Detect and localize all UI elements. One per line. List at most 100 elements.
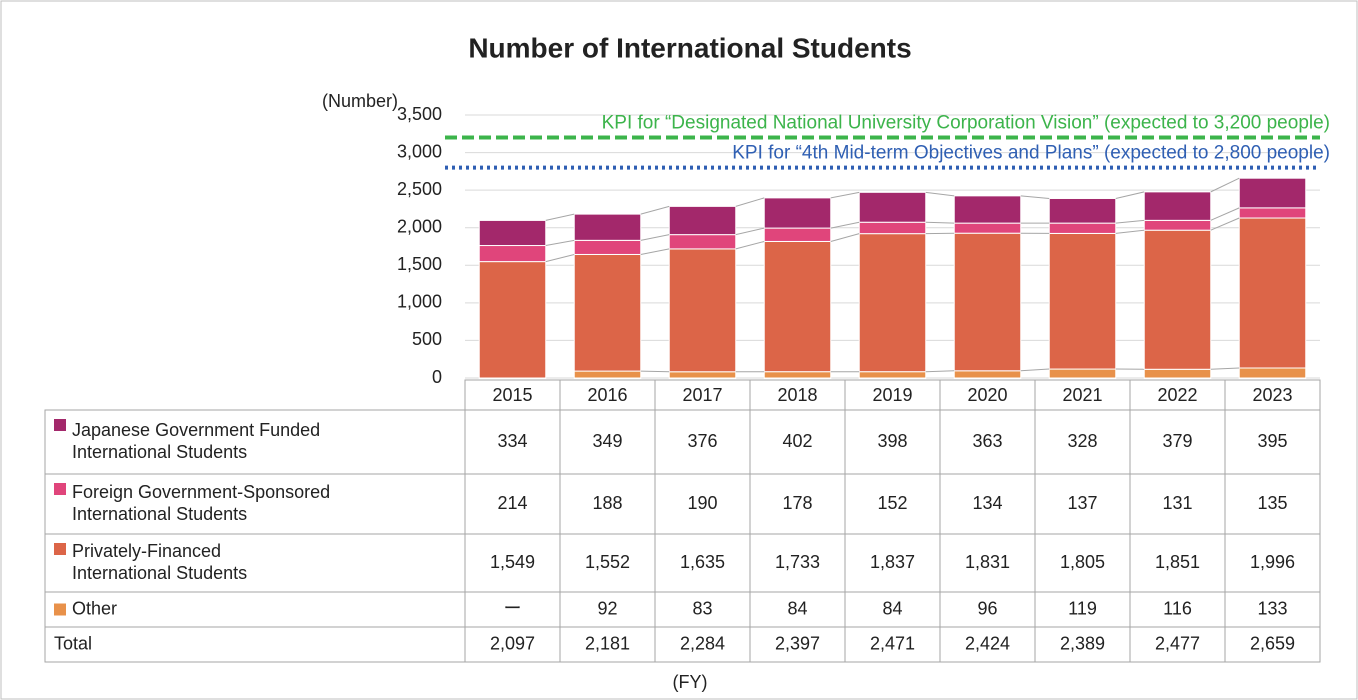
table-value: 2,471 <box>870 633 915 653</box>
table-value: 379 <box>1162 431 1192 451</box>
bar-segment <box>1048 197 1117 224</box>
table-value: 135 <box>1257 493 1287 513</box>
y-tick-label: 1,500 <box>397 254 442 274</box>
row-label: Total <box>54 633 92 653</box>
table-value: 92 <box>597 598 617 618</box>
table-value: 2,181 <box>585 633 630 653</box>
table-value: 1,996 <box>1250 552 1295 572</box>
bar-segment <box>1143 229 1212 370</box>
connector <box>640 248 670 255</box>
bar-segment <box>763 240 832 373</box>
row-label: Japanese Government Funded International… <box>72 420 325 462</box>
bar-segment <box>478 261 547 379</box>
bar-segment <box>668 248 737 373</box>
x-tick-label: 2016 <box>587 385 627 405</box>
bar-segment <box>1238 367 1307 379</box>
table-value: 2,284 <box>680 633 725 653</box>
table-value: 116 <box>1163 598 1192 618</box>
bar-segment <box>858 191 927 223</box>
bar-segment <box>668 205 737 236</box>
connector <box>545 239 575 247</box>
table-value: 84 <box>787 598 807 618</box>
table-value: 398 <box>877 431 907 451</box>
bar-segment <box>953 232 1022 372</box>
table-row <box>44 591 1321 628</box>
bar-segment <box>1048 368 1117 379</box>
connector <box>1115 229 1145 234</box>
table-value: 349 <box>592 431 622 451</box>
x-tick-label: 2021 <box>1062 385 1102 405</box>
table-value: 1,635 <box>680 552 725 572</box>
bar-segment <box>1048 232 1117 370</box>
table-value: 131 <box>1162 493 1192 513</box>
table-value: 395 <box>1257 431 1287 451</box>
table-value: 2,397 <box>775 633 820 653</box>
legend-swatch <box>54 603 66 616</box>
table-value: 83 <box>692 598 712 618</box>
connector <box>1020 368 1050 372</box>
table-value: 137 <box>1067 493 1097 513</box>
table-value: 188 <box>592 493 622 513</box>
table-value: 152 <box>877 493 907 513</box>
legend-swatch <box>54 419 66 431</box>
table-value: 133 <box>1257 598 1287 618</box>
connector <box>545 253 575 263</box>
y-tick-label: 2,500 <box>397 179 442 199</box>
table-value: 119 <box>1068 598 1097 618</box>
connector <box>830 221 860 229</box>
connector <box>1115 219 1145 224</box>
bar-segment <box>573 253 642 372</box>
bar-segment <box>573 213 642 241</box>
table-value: 1,552 <box>585 552 630 572</box>
bar-segment <box>953 370 1022 379</box>
table-value: 1,837 <box>870 552 915 572</box>
table-value: 134 <box>972 493 1002 513</box>
bar-segment <box>858 221 927 235</box>
legend-swatch <box>54 483 66 495</box>
table-value: 1,805 <box>1060 552 1105 572</box>
bar-segment <box>1238 217 1307 369</box>
table-value: 84 <box>882 598 902 618</box>
table-value: 1,733 <box>775 552 820 572</box>
connector <box>735 240 765 250</box>
reference-label: KPI for “Designated National University … <box>602 113 1330 134</box>
legend-swatch <box>54 543 66 555</box>
table-value: 178 <box>782 493 812 513</box>
y-tick-label: 3,000 <box>397 141 442 161</box>
bar-segment <box>1143 219 1212 231</box>
table-value: 402 <box>782 431 812 451</box>
connector <box>735 197 765 207</box>
connector <box>1210 217 1240 231</box>
table-value: 190 <box>687 493 717 513</box>
bar-segment <box>573 239 642 255</box>
connector <box>640 205 670 215</box>
x-tick-label: 2020 <box>967 385 1007 405</box>
row-label: Other <box>72 598 117 618</box>
y-tick-label: 500 <box>412 329 442 349</box>
bar-segment <box>478 245 547 263</box>
reference-label: KPI for “4th Mid-term Objectives and Pla… <box>732 143 1330 164</box>
table-value: 2,477 <box>1155 633 1200 653</box>
bar-segment <box>763 227 832 242</box>
bar-segment <box>1238 177 1307 209</box>
row-label: Foreign Government-Sponsored Internation… <box>72 482 335 524</box>
y-tick-label: 2,000 <box>397 216 442 236</box>
table-value: ー <box>504 598 522 618</box>
table-value: 2,424 <box>965 633 1010 653</box>
table-value: 1,549 <box>490 552 535 572</box>
row-label: Privately-Financed International Student… <box>72 541 247 583</box>
x-tick-label: 2023 <box>1252 385 1292 405</box>
table-value: 363 <box>972 431 1002 451</box>
chart-title: Number of International Students <box>468 32 911 63</box>
connector <box>925 370 955 373</box>
x-axis-label: (FY) <box>673 672 708 692</box>
bar-segment <box>478 219 547 247</box>
y-tick-label: 0 <box>432 367 442 387</box>
bar-segment <box>763 197 832 229</box>
x-tick-label: 2017 <box>682 385 722 405</box>
x-tick-label: 2015 <box>492 385 532 405</box>
bar-segment <box>668 371 737 379</box>
connector <box>545 213 575 221</box>
